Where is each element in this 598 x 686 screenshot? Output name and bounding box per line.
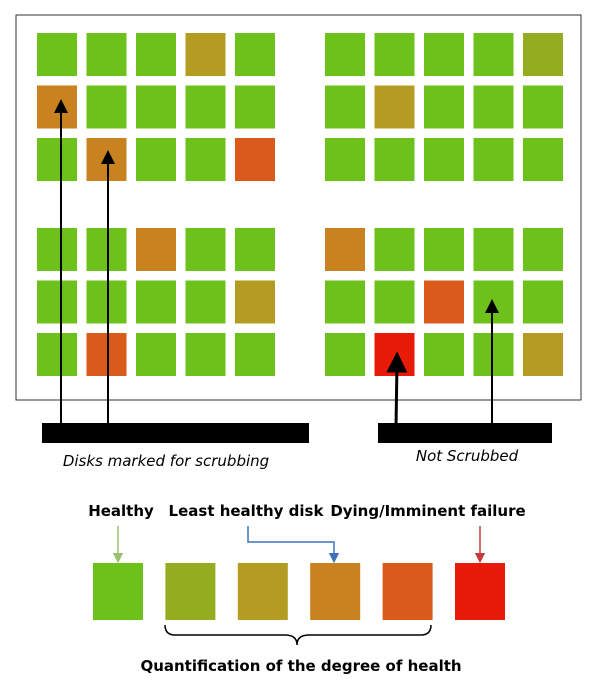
disk-top-right-r3-c3 (424, 138, 464, 181)
disk-bottom-right-r2-c4 (473, 280, 514, 324)
disk-bottom-right-r2-c1 (325, 280, 365, 324)
disk-grids (37, 33, 563, 376)
disk-top-left-r2-c1 (37, 85, 77, 129)
disk-top-left-r3-c3 (136, 138, 176, 181)
disk-bottom-right-r2-c5 (523, 280, 563, 324)
scale-swatch-2 (165, 563, 216, 620)
disk-bottom-right-r1-c4 (473, 228, 514, 271)
disk-bottom-right-r3-c3 (424, 333, 464, 376)
disk-top-right-r3-c5 (523, 138, 563, 181)
disk-top-right-r2-c1 (325, 85, 365, 129)
legend-dying-label: Dying/Imminent failure (330, 502, 525, 520)
disk-bottom-left-r3-c1 (37, 333, 77, 376)
disk-top-left-r1-c4 (185, 33, 226, 76)
disk-bottom-right-r1-c2 (374, 228, 415, 271)
disk-bottom-right-r1-c1 (325, 228, 365, 271)
disk-bottom-right-r3-c1 (325, 333, 365, 376)
disk-top-right-r1-c2 (374, 33, 415, 76)
disk-bottom-left-r3-c3 (136, 333, 176, 376)
disk-bottom-left-r1-c2 (86, 228, 127, 271)
disk-bottom-left-r2-c4 (185, 280, 226, 324)
disk-top-left-r3-c5 (235, 138, 275, 181)
disk-top-left-r2-c4 (185, 85, 226, 129)
disk-bottom-right-r2-c3 (424, 280, 464, 324)
not-scrubbed-caption: Not Scrubbed (416, 447, 519, 465)
not-scrubbed-arrow-1 (386, 351, 408, 429)
disk-bottom-right-r3-c4 (473, 333, 514, 376)
disk-bottom-left-r3-c4 (185, 333, 226, 376)
disk-top-right-r2-c4 (473, 85, 514, 129)
disk-bottom-left-r1-c3 (136, 228, 176, 271)
health-scale (93, 563, 505, 620)
scale-swatch-6 (455, 563, 505, 620)
disk-top-right-r3-c4 (473, 138, 514, 181)
disk-bottom-right-r2-c2 (374, 280, 415, 324)
quantification-label: Quantification of the degree of health (140, 657, 461, 675)
disk-bottom-right-r1-c5 (523, 228, 563, 271)
disk-bottom-left-r2-c3 (136, 280, 176, 324)
disk-bottom-left-r1-c5 (235, 228, 275, 271)
legend-least-healthy-label: Least healthy disk (169, 502, 325, 520)
disk-top-right-r2-c3 (424, 85, 464, 129)
disk-top-right-r1-c5 (523, 33, 563, 76)
not-scrubbed-arrows (386, 299, 499, 429)
not-scrubbed-bar (378, 423, 552, 443)
disk-bottom-left-r1-c1 (37, 228, 77, 271)
disk-bottom-right-r1-c3 (424, 228, 464, 271)
least-healthy-pointer-arrow (247, 526, 340, 564)
disk-top-left-r1-c3 (136, 33, 176, 76)
scrub-arrows (54, 99, 115, 430)
disk-top-right-r2-c5 (523, 85, 563, 129)
disk-top-left-r3-c1 (37, 138, 77, 181)
disk-bottom-left-r2-c5 (235, 280, 275, 324)
disk-top-right-r1-c4 (473, 33, 514, 76)
disk-top-right-r1-c1 (325, 33, 365, 76)
disk-top-right-r2-c2 (374, 85, 415, 129)
disk-top-left-r1-c2 (86, 33, 127, 76)
disk-top-right-r3-c1 (325, 138, 365, 181)
scale-swatch-3 (237, 563, 288, 620)
disk-top-left-r3-c4 (185, 138, 226, 181)
disk-top-left-r2-c3 (136, 85, 176, 129)
disk-top-right-r3-c2 (374, 138, 415, 181)
disk-top-left-r1-c5 (235, 33, 275, 76)
disk-top-left-r2-c2 (86, 85, 127, 129)
scale-swatch-4 (310, 563, 361, 620)
disk-bottom-right-r3-c2 (374, 333, 415, 376)
scrub-caption: Disks marked for scrubbing (63, 452, 269, 470)
disk-top-left-r2-c5 (235, 85, 275, 129)
legend-healthy-label: Healthy (88, 502, 154, 520)
scale-brace (164, 624, 432, 646)
disk-top-right-r1-c3 (424, 33, 464, 76)
disk-bottom-left-r3-c2 (86, 333, 127, 376)
scale-swatch-1 (93, 563, 143, 620)
scrub-bar (42, 423, 309, 443)
disk-bottom-left-r2-c2 (86, 280, 127, 324)
disk-bottom-right-r3-c5 (523, 333, 563, 376)
disk-top-left-r3-c2 (86, 138, 127, 181)
disk-bottom-left-r2-c1 (37, 280, 77, 324)
disk-bottom-left-r1-c4 (185, 228, 226, 271)
scale-swatch-5 (382, 563, 433, 620)
disk-bottom-left-r3-c5 (235, 333, 275, 376)
disk-top-left-r1-c1 (37, 33, 77, 76)
